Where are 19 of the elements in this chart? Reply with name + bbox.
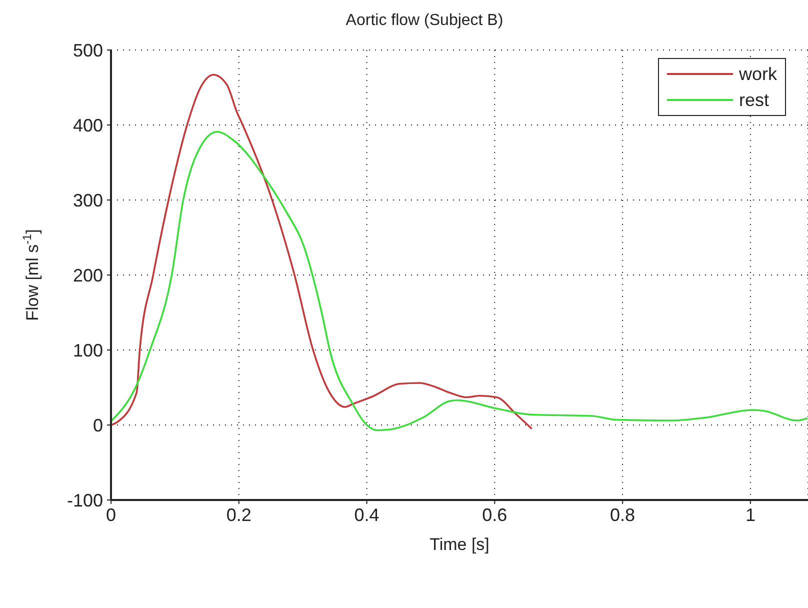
y-tick-label: 0 (92, 415, 103, 436)
x-axis-title: Time [s] (430, 535, 490, 554)
chart-title: Aortic flow (Subject B) (344, 12, 504, 30)
line-series (111, 74, 533, 430)
y-tick-label: 400 (72, 115, 103, 136)
x-tick-label: 0.4 (354, 504, 380, 525)
x-tick-label: 0 (106, 504, 116, 525)
y-tick-label: 500 (72, 40, 103, 60)
y-tick-label: 200 (72, 265, 103, 286)
y-tick-label: -100 (66, 490, 103, 510)
x-tick-label: 1 (745, 504, 756, 525)
legend-label: work (738, 63, 777, 86)
legend-label: rest (738, 89, 769, 112)
x-tick-label: 0.8 (610, 504, 636, 525)
x-tick-label: 0.2 (226, 504, 252, 525)
line-series (111, 130, 808, 432)
x-tick-label: 0.6 (482, 504, 508, 525)
y-tick-label: 100 (72, 340, 103, 360)
y-tick-label: 300 (72, 190, 103, 210)
